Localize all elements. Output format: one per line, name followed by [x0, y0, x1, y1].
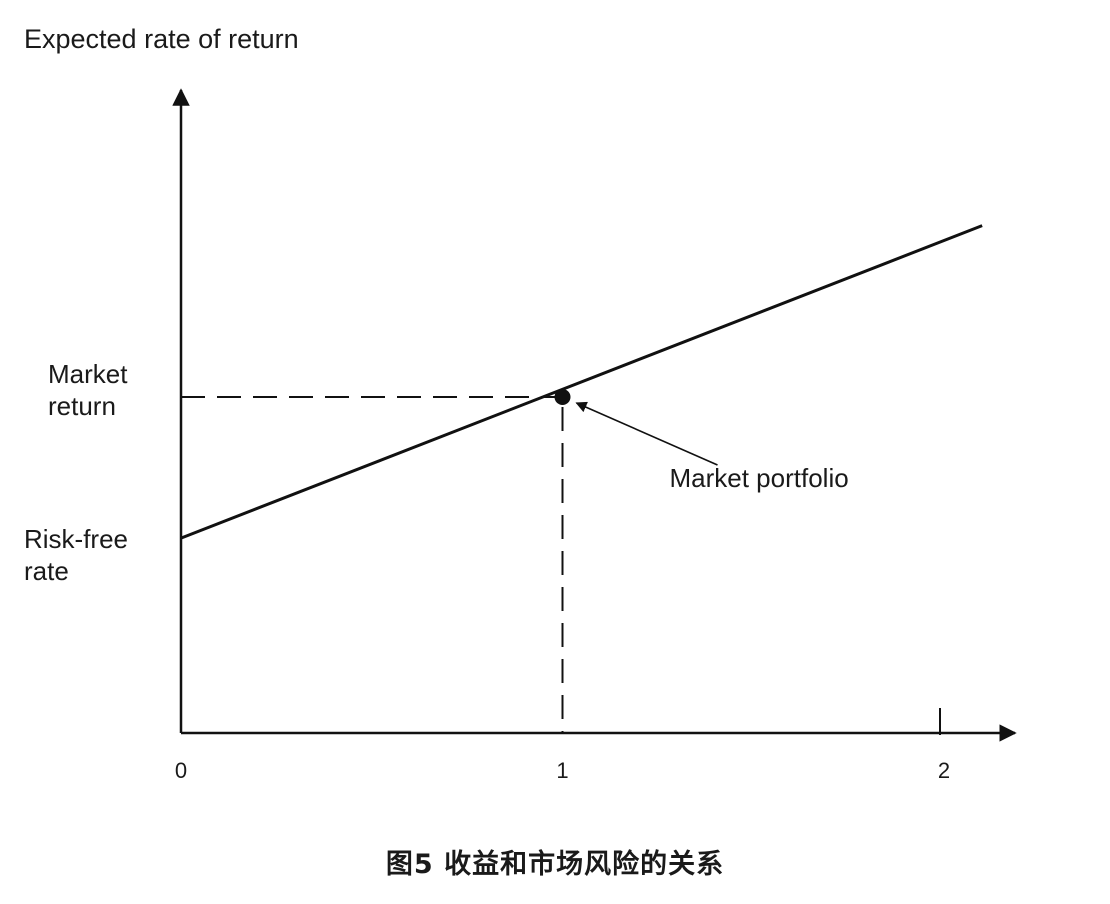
market-return-label-line1: Market [48, 359, 128, 389]
risk-free-label-line2: rate [24, 556, 69, 586]
market-portfolio-label: Market portfolio [670, 463, 849, 493]
risk-free-label-line1: Risk-free [24, 524, 128, 554]
y-axis-label: Expected rate of return [24, 24, 299, 54]
market-return-label-line2: return [48, 391, 116, 421]
security-market-line [180, 224, 983, 540]
annotation-arrow [575, 401, 718, 466]
figure-caption: 图5 收益和市场风险的关系 [385, 849, 725, 880]
x-tick-label-0: 0 [175, 758, 187, 783]
x-tick-label-1: 1 [556, 758, 568, 783]
market-portfolio-point [554, 389, 571, 405]
x-tick-label-2: 2 [938, 758, 950, 783]
